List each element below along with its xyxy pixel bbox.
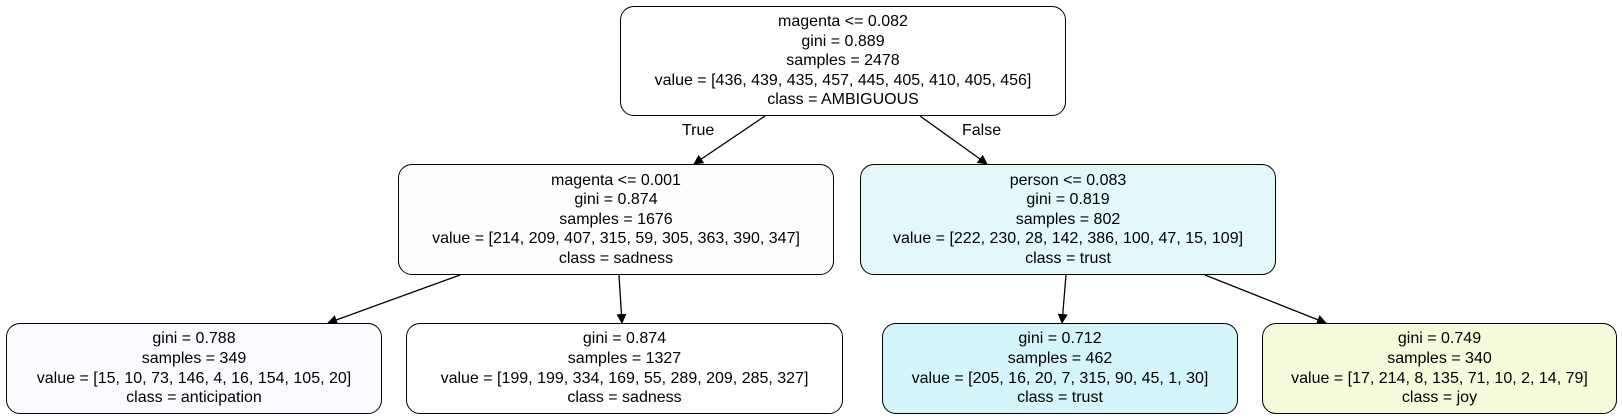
node-samples: samples = 462	[1007, 349, 1113, 367]
node-value: value = [214, 209, 407, 315, 59, 305, 36…	[432, 230, 800, 248]
node-value: value = [15, 10, 73, 146, 4, 16, 154, 10…	[36, 369, 352, 387]
tree-leaf-sadness: gini = 0.874 samples = 1327 value = [199…	[406, 323, 843, 414]
edge-left-to-anticipation	[327, 274, 461, 325]
edge-label-true: True	[682, 122, 715, 139]
tree-node-person-split: person <= 0.083 gini = 0.819 samples = 8…	[860, 164, 1276, 275]
tree-leaf-anticipation: gini = 0.788 samples = 349 value = [15, …	[6, 323, 382, 414]
edge-left-to-sadness	[616, 274, 627, 324]
node-value: value = [222, 230, 28, 142, 386, 100, 47…	[892, 230, 1244, 248]
node-gini: gini = 0.874	[574, 191, 658, 209]
node-value: value = [17, 214, 8, 135, 71, 10, 2, 14,…	[1291, 369, 1588, 387]
node-samples: samples = 340	[1387, 349, 1492, 367]
node-value: value = [436, 439, 435, 457, 445, 405, 4…	[654, 71, 1032, 89]
node-gini: gini = 0.788	[152, 330, 236, 348]
tree-node-magenta-split: magenta <= 0.001 gini = 0.874 samples = …	[398, 164, 834, 275]
node-gini: gini = 0.712	[1018, 330, 1102, 348]
tree-leaf-joy: gini = 0.749 samples = 340 value = [17, …	[1262, 323, 1617, 414]
node-class: class = sadness	[567, 389, 682, 407]
node-gini: gini = 0.874	[582, 330, 667, 348]
node-gini: gini = 0.749	[1397, 330, 1482, 348]
node-gini: gini = 0.819	[1026, 191, 1110, 209]
edge-right-to-trust	[1057, 274, 1068, 324]
node-split: person <= 0.083	[1009, 171, 1127, 189]
node-samples: samples = 802	[1015, 210, 1121, 228]
node-class: class = trust	[1025, 249, 1111, 267]
node-class: class = anticipation	[126, 389, 262, 407]
node-value: value = [199, 199, 334, 169, 55, 289, 20…	[440, 369, 809, 387]
node-samples: samples = 1327	[567, 349, 682, 367]
node-class: class = sadness	[558, 249, 674, 267]
tree-node-root: magenta <= 0.082 gini = 0.889 samples = …	[620, 6, 1066, 116]
node-value: value = [205, 16, 20, 7, 315, 90, 45, 1,…	[911, 369, 1209, 387]
node-class: class = joy	[1401, 389, 1478, 407]
node-samples: samples = 1676	[559, 210, 673, 228]
edge-right-to-joy	[1204, 274, 1327, 325]
edge-root-to-left	[693, 115, 766, 165]
tree-leaf-trust: gini = 0.712 samples = 462 value = [205,…	[882, 323, 1238, 414]
node-gini: gini = 0.889	[801, 32, 885, 50]
edge-root-to-right	[919, 115, 988, 165]
node-samples: samples = 2478	[786, 52, 900, 70]
node-split: magenta <= 0.001	[551, 171, 681, 189]
node-split: magenta <= 0.082	[778, 13, 908, 31]
node-class: class = AMBIGUOUS	[767, 91, 919, 109]
node-class: class = trust	[1017, 389, 1103, 407]
node-samples: samples = 349	[141, 349, 247, 367]
edge-label-false: False	[962, 122, 1002, 139]
